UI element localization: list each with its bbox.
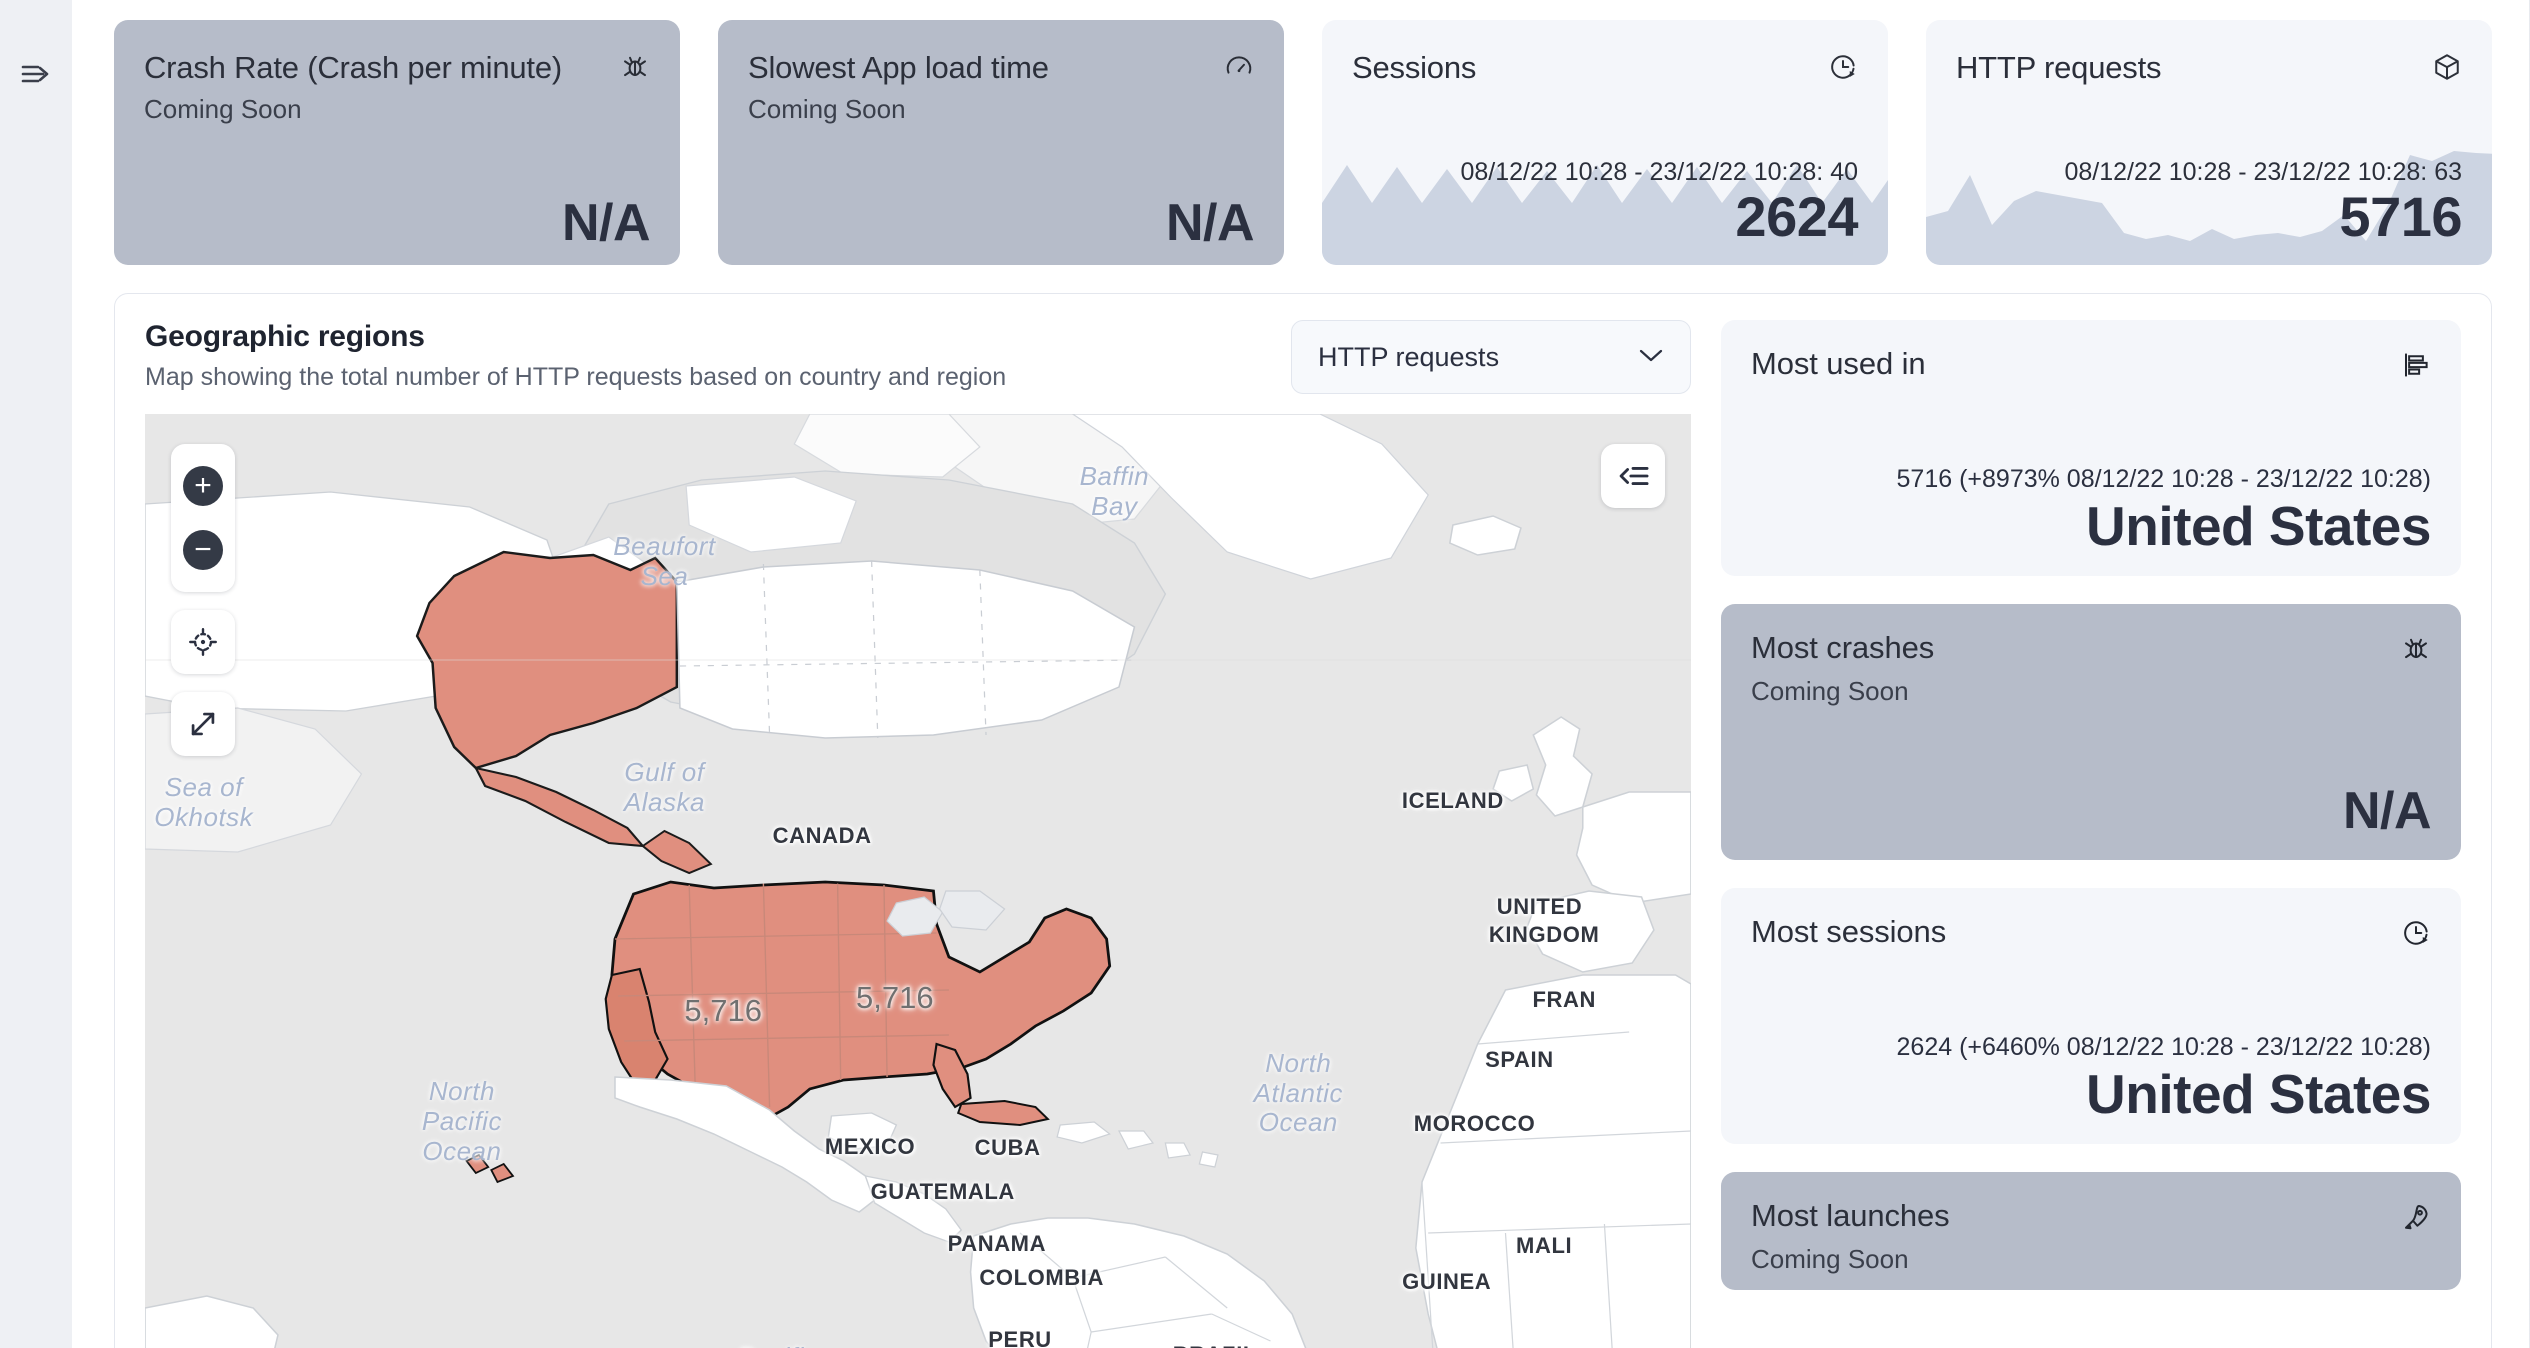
stat-title: Most sessions: [1751, 914, 1947, 949]
kpi-value: N/A: [561, 194, 651, 253]
kpi-title: Crash Rate (Crash per minute): [144, 50, 563, 85]
bug-icon: [620, 52, 650, 87]
geo-description: Map showing the total number of HTTP req…: [145, 363, 1007, 391]
kpi-row: Crash Rate (Crash per minute): [114, 0, 2492, 265]
stat-card-most-crashes[interactable]: Most crashes: [1721, 604, 2461, 860]
kpi-value: 2624: [1735, 185, 1858, 249]
kpi-footer: N/A: [114, 194, 651, 253]
kpi-title: Sessions: [1352, 50, 1477, 85]
map-section: Geographic regions Map showing the total…: [145, 320, 1691, 1348]
left-rail: [0, 0, 72, 1348]
kpi-value: 5716: [2339, 185, 2462, 249]
stat-title: Most crashes: [1751, 630, 1935, 665]
kpi-subtitle: Coming Soon: [748, 93, 906, 124]
kpi-value: N/A: [1165, 194, 1255, 253]
kpi-subtitle: Coming Soon: [144, 93, 302, 124]
metric-select[interactable]: HTTP requests: [1291, 320, 1691, 394]
kpi-range: 08/12/22 10:28 - 23/12/22 10:28: 40: [1460, 157, 1858, 186]
map-geometry: [145, 414, 1691, 1348]
world-map[interactable]: + −: [145, 414, 1691, 1348]
stat-header: Most sessions: [1751, 914, 2431, 953]
page-title: Geographic regions: [145, 320, 425, 353]
metric-select-value: HTTP requests: [1318, 341, 1500, 372]
kpi-card-slowest-app-load-time[interactable]: Slowest App load time Coming Soon N/A: [718, 20, 1284, 265]
stat-value: United States: [2086, 1062, 2431, 1125]
stat-subtitle: Coming Soon: [1751, 676, 1909, 706]
minus-icon: −: [183, 530, 223, 570]
geographic-regions-panel: Geographic regions Map showing the total…: [114, 0, 2530, 1348]
stat-header: Most launches: [1751, 1198, 2431, 1237]
kpi-header: Crash Rate (Crash per minute): [144, 48, 650, 88]
kpi-header: Slowest App load time: [748, 48, 1254, 88]
cube-icon: [2432, 52, 2462, 87]
kpi-card-sessions[interactable]: Sessions 08/12/22 10:28 - 23/12/22 10:28…: [1322, 20, 1888, 265]
stat-title: Most used in: [1751, 346, 1926, 381]
map-controls: + −: [171, 444, 235, 756]
plus-icon: +: [183, 466, 223, 506]
map-zoom-group: + −: [171, 444, 235, 592]
map-zoom-out-button[interactable]: −: [171, 518, 235, 582]
kpi-footer: 08/12/22 10:28 - 23/12/22 10:28: 40 2624: [1322, 157, 1858, 249]
gauge-icon: [1224, 52, 1254, 87]
panel-collapse-left-icon: [1619, 467, 1649, 485]
clock-play-icon: [2401, 918, 2431, 953]
menu-expand-right-icon: [21, 65, 49, 83]
kpi-title: Slowest App load time: [748, 50, 1049, 85]
geo-header-text: Geographic regions Map showing the total…: [145, 320, 1006, 392]
bug-icon: [2401, 634, 2431, 669]
stat-header: Most used in: [1751, 346, 2431, 385]
rocket-icon: [2401, 1202, 2431, 1237]
stat-footer: 5716 (+8973% 08/12/22 10:28 - 23/12/22 1…: [1896, 465, 2432, 557]
stat-footer: 2624 (+6460% 08/12/22 10:28 - 23/12/22 1…: [1896, 1033, 2432, 1125]
kpi-header: HTTP requests: [1956, 48, 2462, 88]
bar-list-icon: [2401, 350, 2431, 385]
clock-play-icon: [1828, 52, 1858, 87]
crosshair-target-icon: [189, 628, 217, 656]
stat-header: Most crashes: [1751, 630, 2431, 669]
stat-meta: 2624 (+6460% 08/12/22 10:28 - 23/12/22 1…: [1896, 1033, 2431, 1061]
main-content: Crash Rate (Crash per minute): [72, 0, 2530, 1348]
stat-subtitle: Coming Soon: [1751, 1244, 1909, 1274]
kpi-header: Sessions: [1352, 48, 1858, 88]
stat-value: United States: [2086, 494, 2431, 557]
expand-diagonal-icon: [191, 712, 215, 736]
stat-card-most-sessions[interactable]: Most sessions 2624 (+6460% 08/12/22 10:2…: [1721, 888, 2461, 1144]
stat-value: N/A: [2342, 781, 2432, 840]
chevron-down-icon: [1638, 347, 1664, 368]
geo-header: Geographic regions Map showing the total…: [145, 320, 1691, 394]
map-locate-button[interactable]: [171, 610, 235, 674]
stat-card-most-used-in[interactable]: Most used in 5716 (+8973% 08/12: [1721, 320, 2461, 576]
stat-footer: N/A: [2342, 781, 2432, 840]
kpi-title: HTTP requests: [1956, 50, 2162, 85]
map-zoom-in-button[interactable]: +: [171, 454, 235, 518]
kpi-card-http-requests[interactable]: HTTP requests 08/12/22 10:28 - 23/12/22 …: [1926, 20, 2492, 265]
kpi-range: 08/12/22 10:28 - 23/12/22 10:28: 63: [2064, 157, 2462, 186]
map-fullscreen-button[interactable]: [171, 692, 235, 756]
map-panel-collapse-button[interactable]: [1601, 444, 1665, 508]
kpi-card-crash-rate[interactable]: Crash Rate (Crash per minute): [114, 20, 680, 265]
kpi-footer: 08/12/22 10:28 - 23/12/22 10:28: 63 5716: [1926, 157, 2462, 249]
stat-meta: 5716 (+8973% 08/12/22 10:28 - 23/12/22 1…: [1896, 465, 2431, 493]
stats-column: Most used in 5716 (+8973% 08/12: [1721, 320, 2461, 1348]
sidebar-expand-button[interactable]: [18, 56, 54, 92]
stat-card-most-launches[interactable]: Most launches Coming Soon: [1721, 1172, 2461, 1290]
kpi-footer: N/A: [718, 194, 1255, 253]
stat-title: Most launches: [1751, 1198, 1950, 1233]
